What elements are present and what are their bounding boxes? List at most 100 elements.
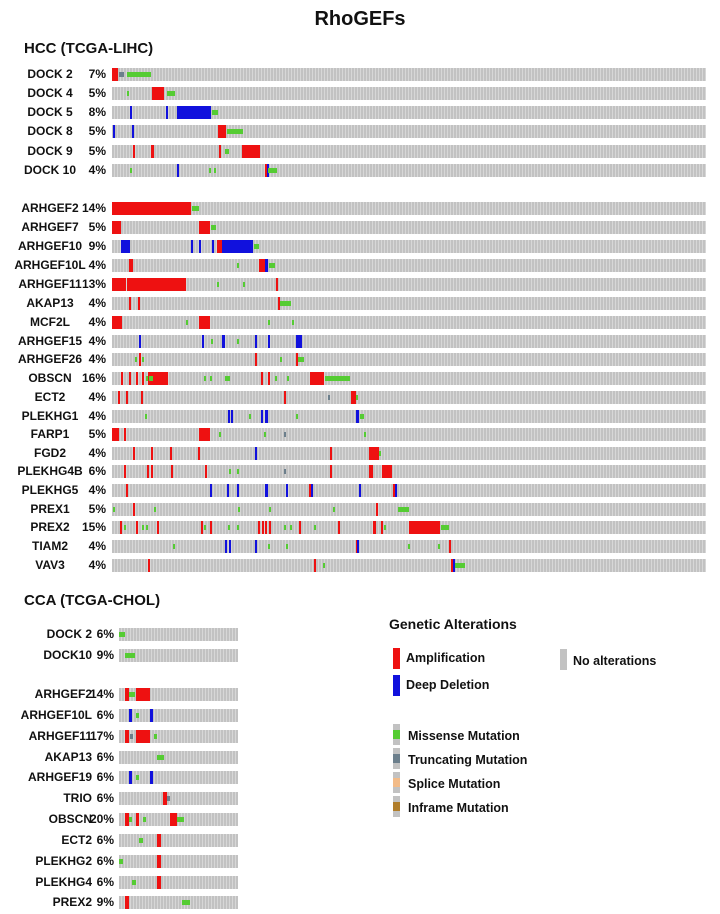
amplification-mark xyxy=(199,428,210,441)
amplification-mark xyxy=(112,278,126,291)
legend-swatch-inframe xyxy=(393,796,400,817)
amplification-mark xyxy=(135,813,140,826)
hcc-gene-label: VAV3 xyxy=(35,558,65,572)
cca-gene-track xyxy=(119,834,238,847)
amplification-mark xyxy=(132,503,135,516)
deep-deletion-mark xyxy=(355,410,360,423)
hcc-alteration-percent: 8% xyxy=(88,105,106,119)
hcc-gene-track xyxy=(112,221,706,234)
hcc-gene-track xyxy=(112,540,706,553)
cca-gene-label: AKAP13 xyxy=(44,750,92,764)
amplification-mark xyxy=(157,876,161,889)
truncating-mark xyxy=(284,469,287,474)
amplification-mark xyxy=(393,484,395,497)
truncating-mark xyxy=(129,734,134,739)
deep-deletion-mark xyxy=(267,164,269,177)
deep-deletion-mark xyxy=(229,540,231,553)
cca-gene-label: ARHGEF2 xyxy=(34,687,92,701)
hcc-gene-label: ECT2 xyxy=(34,390,66,404)
missense-mark xyxy=(210,376,212,381)
hcc-gene-track xyxy=(112,68,706,81)
hcc-gene-track xyxy=(112,410,706,423)
missense-mark xyxy=(218,432,221,437)
amplification-mark xyxy=(242,145,261,158)
hcc-alteration-percent: 4% xyxy=(88,483,106,497)
missense-mark xyxy=(148,376,153,381)
deep-deletion-mark xyxy=(199,240,202,253)
deep-deletion-mark xyxy=(358,484,361,497)
hcc-gene-label: DOCK 8 xyxy=(27,124,73,138)
legend-label-no-alterations: No alterations xyxy=(573,654,657,668)
legend-label-inframe: Inframe Mutation xyxy=(408,801,509,815)
cca-gene-label: ARHGEF11 xyxy=(28,729,92,743)
missense-mark xyxy=(141,357,144,362)
hcc-alteration-percent: 4% xyxy=(88,409,106,423)
hcc-alteration-percent: 5% xyxy=(88,86,106,100)
amplification-mark xyxy=(265,521,268,534)
hcc-alteration-percent: 4% xyxy=(88,352,106,366)
hcc-alteration-percent: 14% xyxy=(81,201,106,215)
deep-deletion-mark xyxy=(165,106,168,119)
missense-mark xyxy=(236,469,239,474)
missense-mark xyxy=(208,168,211,173)
deep-deletion-mark xyxy=(357,540,360,553)
amplification-mark xyxy=(112,202,191,215)
amplification-mark xyxy=(257,521,260,534)
amplification-mark xyxy=(448,540,451,553)
cca-alteration-percent: 6% xyxy=(96,833,114,847)
hcc-alteration-percent: 5% xyxy=(88,220,106,234)
cca-gene-track xyxy=(119,855,238,868)
amplification-mark xyxy=(380,521,383,534)
amplification-mark xyxy=(150,447,153,460)
deep-deletion-mark xyxy=(113,125,116,138)
amplification-mark xyxy=(409,521,440,534)
hcc-alteration-percent: 5% xyxy=(88,124,106,138)
missense-mark xyxy=(242,282,245,287)
cca-alteration-percent: 20% xyxy=(89,812,114,826)
amplification-mark xyxy=(151,145,154,158)
missense-mark xyxy=(269,507,272,512)
amplification-mark xyxy=(199,221,210,234)
amplification-mark xyxy=(135,372,138,385)
amplification-mark xyxy=(163,792,167,805)
cca-alteration-percent: 9% xyxy=(96,895,114,909)
hcc-alteration-percent: 4% xyxy=(88,334,106,348)
hcc-gene-label: ARHGEF7 xyxy=(21,220,79,234)
deep-deletion-mark xyxy=(128,771,133,784)
hcc-gene-track xyxy=(112,521,706,534)
hcc-gene-track xyxy=(112,278,706,291)
legend-label-amplification: Amplification xyxy=(406,651,486,665)
missense-mark xyxy=(129,168,132,173)
hcc-gene-track xyxy=(112,353,706,366)
hcc-gene-track xyxy=(112,447,706,460)
amplification-mark xyxy=(296,353,299,366)
hcc-gene-label: ARHGEF10 xyxy=(17,239,82,253)
amplification-mark xyxy=(451,559,454,572)
hcc-alteration-percent: 5% xyxy=(88,502,106,516)
hcc-gene-track xyxy=(112,106,706,119)
missense-mark xyxy=(214,168,217,173)
cca-gene-label: ARHGEF10L xyxy=(20,708,92,722)
amplification-mark xyxy=(201,521,204,534)
missense-mark xyxy=(229,469,231,474)
panel-title-cca: CCA (TCGA-CHOL) xyxy=(24,592,161,609)
missense-mark xyxy=(119,859,123,864)
deep-deletion-mark xyxy=(254,335,257,348)
missense-mark xyxy=(322,563,325,568)
hcc-gene-label: ARHGEF15 xyxy=(17,334,82,348)
hcc-gene-label: PLEKHG1 xyxy=(21,409,79,423)
missense-mark xyxy=(132,880,136,885)
cca-gene-label: TRIO xyxy=(63,791,92,805)
amplification-mark xyxy=(198,447,201,460)
missense-mark xyxy=(145,376,148,381)
cca-alteration-percent: 6% xyxy=(96,708,114,722)
missense-mark xyxy=(248,414,251,419)
hcc-gene-label: PREX2 xyxy=(30,520,70,534)
missense-mark xyxy=(226,129,243,134)
missense-mark xyxy=(407,544,410,549)
hcc-gene-label: DOCK 9 xyxy=(27,144,73,158)
cca-gene-label: OBSCN xyxy=(48,812,92,826)
missense-mark xyxy=(126,72,151,77)
deep-deletion-mark xyxy=(286,484,288,497)
amplification-mark xyxy=(330,465,332,478)
